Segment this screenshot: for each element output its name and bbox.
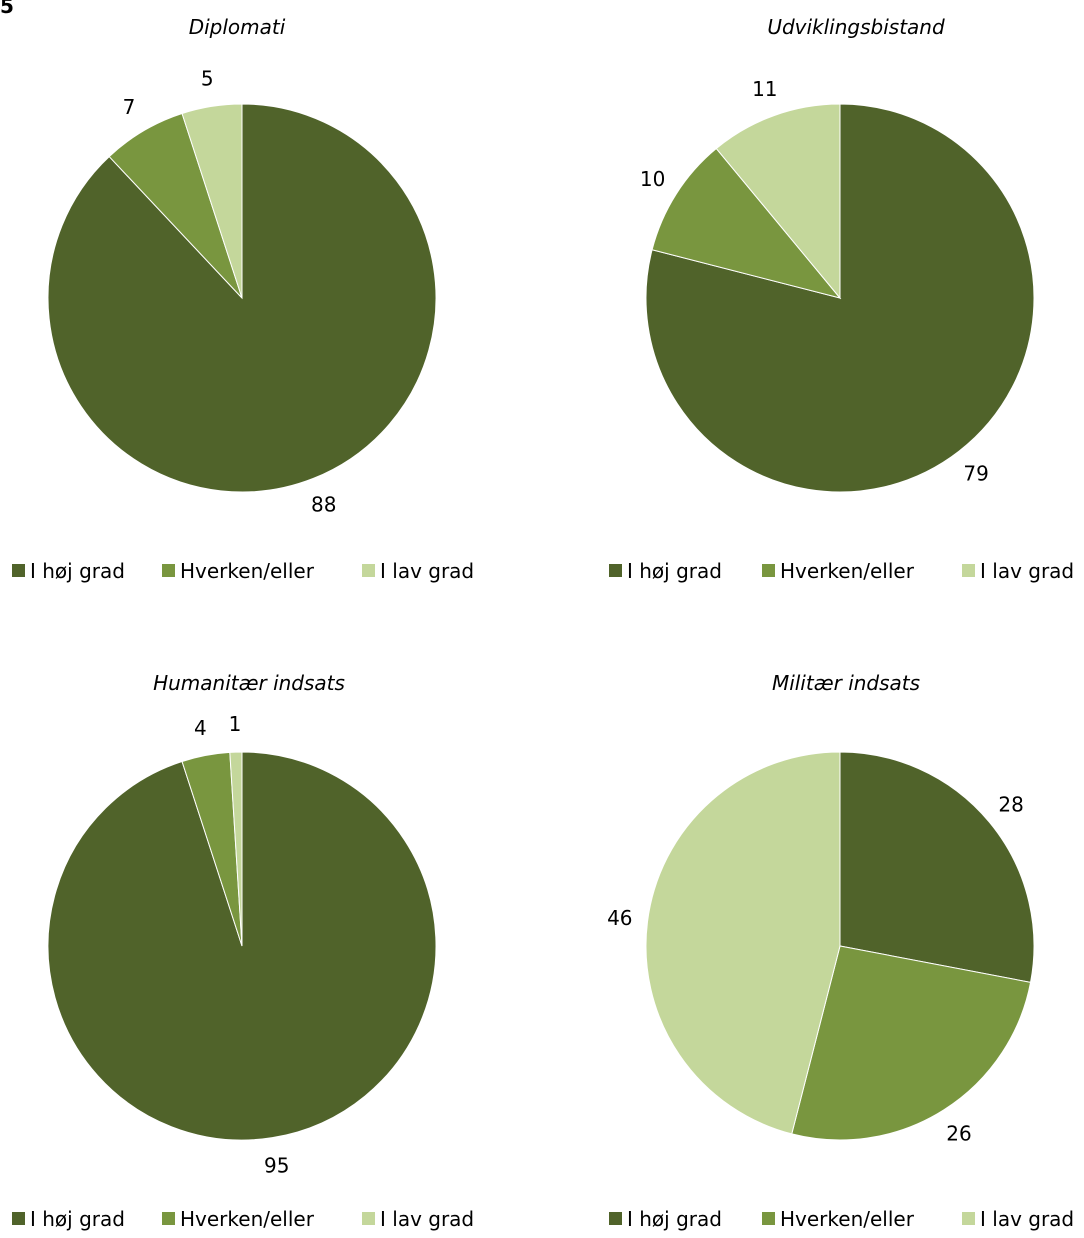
data-label: 95 bbox=[264, 1153, 289, 1177]
data-label: 7 bbox=[123, 95, 136, 119]
figure-number: 5 bbox=[0, 0, 14, 18]
legend-label: Hverken/eller bbox=[780, 559, 915, 583]
legend-swatch bbox=[362, 1212, 375, 1225]
pie-chart-1: Diplomati 88 7 5 I høj grad Hverken/eller I la… bbox=[12, 15, 474, 583]
chart-title: Militær indsats bbox=[772, 671, 920, 695]
legend-swatch bbox=[962, 564, 975, 577]
legend-swatch bbox=[12, 564, 25, 577]
legend-swatch bbox=[762, 1212, 775, 1225]
legend-swatch bbox=[762, 564, 775, 577]
pie-slice bbox=[715, 103, 841, 300]
pie-chart-4: Militær indsats 28 26 46 I høj grad Hverken/e… bbox=[607, 671, 1074, 1231]
data-label: 88 bbox=[311, 492, 336, 516]
pie-slice bbox=[47, 751, 437, 1141]
data-label: 4 bbox=[194, 716, 207, 740]
legend-label: I lav grad bbox=[980, 559, 1074, 583]
pie-slice bbox=[181, 103, 243, 299]
pie-slice bbox=[839, 751, 1035, 983]
chart-title: Humanitær indsats bbox=[153, 671, 345, 695]
legend-label: Hverken/eller bbox=[780, 1207, 915, 1231]
legend-swatch bbox=[12, 1212, 25, 1225]
legend-label: I høj grad bbox=[30, 1207, 125, 1231]
pie-chart-2: Udviklingsbistand 79 10 11 I høj grad Hverken… bbox=[609, 15, 1074, 583]
legend-label: Hverken/eller bbox=[180, 1207, 315, 1231]
legend-swatch bbox=[609, 1212, 622, 1225]
pie-chart-3: Humanitær indsats 95 4 1 I høj grad Hverken/e… bbox=[12, 671, 474, 1231]
chart-title: Diplomati bbox=[189, 15, 286, 39]
legend-label: I høj grad bbox=[627, 559, 722, 583]
legend-label: I høj grad bbox=[30, 559, 125, 583]
data-label: 11 bbox=[752, 77, 777, 101]
legend-swatch bbox=[362, 564, 375, 577]
legend-label: I lav grad bbox=[380, 1207, 474, 1231]
chart-title: Udviklingsbistand bbox=[767, 15, 945, 39]
legend-label: I høj grad bbox=[627, 1207, 722, 1231]
data-label: 5 bbox=[201, 67, 214, 91]
pie-slice bbox=[645, 103, 1035, 493]
legend-swatch bbox=[162, 1212, 175, 1225]
data-label: 26 bbox=[946, 1121, 971, 1145]
legend-swatch bbox=[609, 564, 622, 577]
legend-swatch bbox=[962, 1212, 975, 1225]
legend-label: Hverken/eller bbox=[180, 559, 315, 583]
data-label: 28 bbox=[998, 793, 1023, 817]
pie-slice bbox=[645, 751, 841, 1135]
pie-slice bbox=[791, 945, 1032, 1141]
data-label: 10 bbox=[640, 167, 665, 191]
pie-slice bbox=[651, 147, 842, 299]
data-label: 46 bbox=[607, 906, 632, 930]
legend-label: I lav grad bbox=[380, 559, 474, 583]
data-label: 1 bbox=[229, 712, 242, 736]
data-label: 79 bbox=[963, 461, 988, 485]
pie-slice bbox=[229, 751, 243, 947]
legend-swatch bbox=[162, 564, 175, 577]
legend-label: I lav grad bbox=[980, 1207, 1074, 1231]
